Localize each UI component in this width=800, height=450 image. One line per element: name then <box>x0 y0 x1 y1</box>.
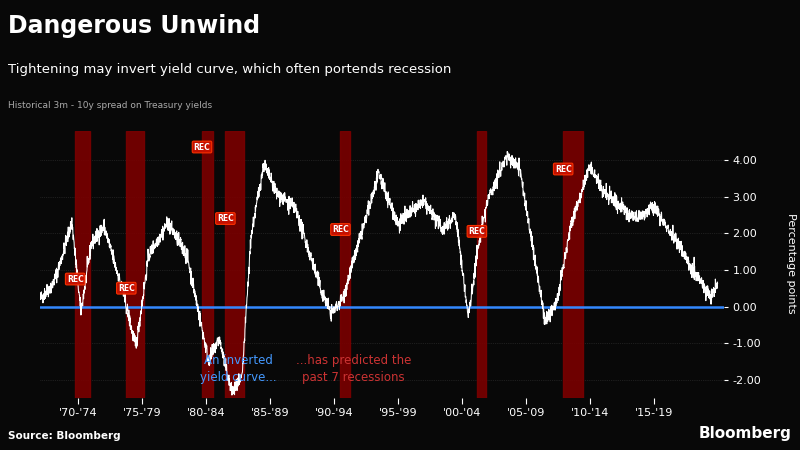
Text: REC: REC <box>332 225 349 234</box>
Text: Dangerous Unwind: Dangerous Unwind <box>8 14 260 37</box>
Text: REC: REC <box>118 284 134 292</box>
Bar <box>477 130 486 398</box>
Bar <box>226 130 243 398</box>
Text: Bloomberg: Bloomberg <box>699 426 792 441</box>
Bar <box>341 130 350 398</box>
Text: Source: Bloomberg: Source: Bloomberg <box>8 431 121 441</box>
Text: Percentage points: Percentage points <box>786 213 796 314</box>
Bar <box>126 130 145 398</box>
Bar <box>563 130 583 398</box>
Text: REC: REC <box>217 214 234 223</box>
Text: An inverted
yield curve...: An inverted yield curve... <box>200 354 277 384</box>
Text: REC: REC <box>66 274 83 284</box>
Text: Historical 3m - 10y spread on Treasury yields: Historical 3m - 10y spread on Treasury y… <box>8 101 212 110</box>
Bar <box>75 130 90 398</box>
Text: ...has predicted the
past 7 recessions: ...has predicted the past 7 recessions <box>295 354 411 384</box>
Text: Tightening may invert yield curve, which often portends recession: Tightening may invert yield curve, which… <box>8 63 451 76</box>
Text: REC: REC <box>469 227 486 236</box>
Bar <box>202 130 213 398</box>
Text: REC: REC <box>194 143 210 152</box>
Text: REC: REC <box>554 165 571 174</box>
